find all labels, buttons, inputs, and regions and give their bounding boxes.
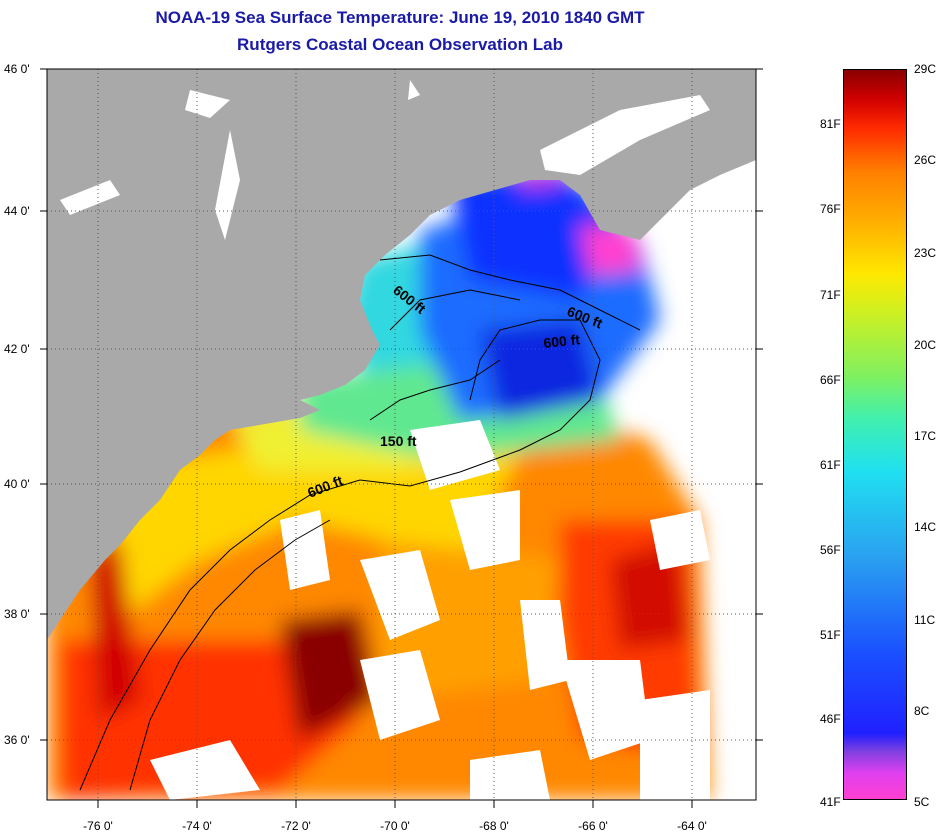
lat-label-46: 46 0'	[4, 62, 30, 76]
contour-label-150ft: 150 ft	[380, 433, 417, 449]
lat-label-38: 38 0'	[4, 607, 30, 621]
lon-label-64: -64 0'	[677, 819, 707, 833]
lat-label-44: 44 0'	[4, 204, 30, 218]
colorbar-label-20c: 20C	[914, 338, 937, 352]
lon-label-68: -68 0'	[479, 819, 509, 833]
contour-label-600ft-bank: 600 ft	[543, 331, 581, 351]
lat-label-40: 40 0'	[4, 477, 30, 491]
inland-water	[60, 80, 710, 240]
colorbar-label-8c: 8C	[914, 704, 930, 718]
colorbar-label-5c: 5C	[914, 795, 930, 809]
colorbar-label-29c: 29C	[914, 62, 937, 76]
map-frame	[46, 68, 757, 801]
lon-label-74: -74 0'	[182, 819, 212, 833]
cloud-patches	[150, 420, 710, 800]
colorbar-label-76f: 76F	[820, 202, 841, 216]
map-title: NOAA-19 Sea Surface Temperature: June 19…	[155, 8, 645, 27]
colorbar-label-23c: 23C	[914, 246, 937, 260]
colorbar-label-41f: 41F	[820, 795, 841, 809]
colorbar-label-71f: 71F	[820, 288, 841, 302]
colorbar-label-26c: 26C	[914, 153, 937, 167]
colorbar-label-51f: 51F	[820, 628, 841, 642]
colorbar-label-81f: 81F	[820, 117, 841, 131]
colorbar-label-11c: 11C	[914, 613, 936, 627]
map-subtitle: Rutgers Coastal Ocean Observation Lab	[237, 35, 563, 54]
colorbar-label-61f: 61F	[820, 458, 841, 472]
colorbar-label-66f: 66F	[820, 373, 841, 387]
lon-label-72: -72 0'	[281, 819, 311, 833]
bathymetry-contours	[79, 254, 641, 791]
lon-label-70: -70 0'	[380, 819, 410, 833]
colorbar-label-56f: 56F	[820, 543, 841, 557]
lon-label-76: -76 0'	[83, 819, 113, 833]
colorbar-label-17c: 17C	[914, 429, 937, 443]
colorbar-label-14c: 14C	[914, 520, 937, 534]
lat-label-36: 36 0'	[4, 733, 30, 747]
lon-label-66: -66 0'	[578, 819, 608, 833]
axis-ticks	[40, 68, 763, 808]
lat-label-42: 42 0'	[4, 342, 30, 356]
temperature-colorbar	[843, 69, 907, 800]
colorbar-label-46f: 46F	[820, 712, 841, 726]
